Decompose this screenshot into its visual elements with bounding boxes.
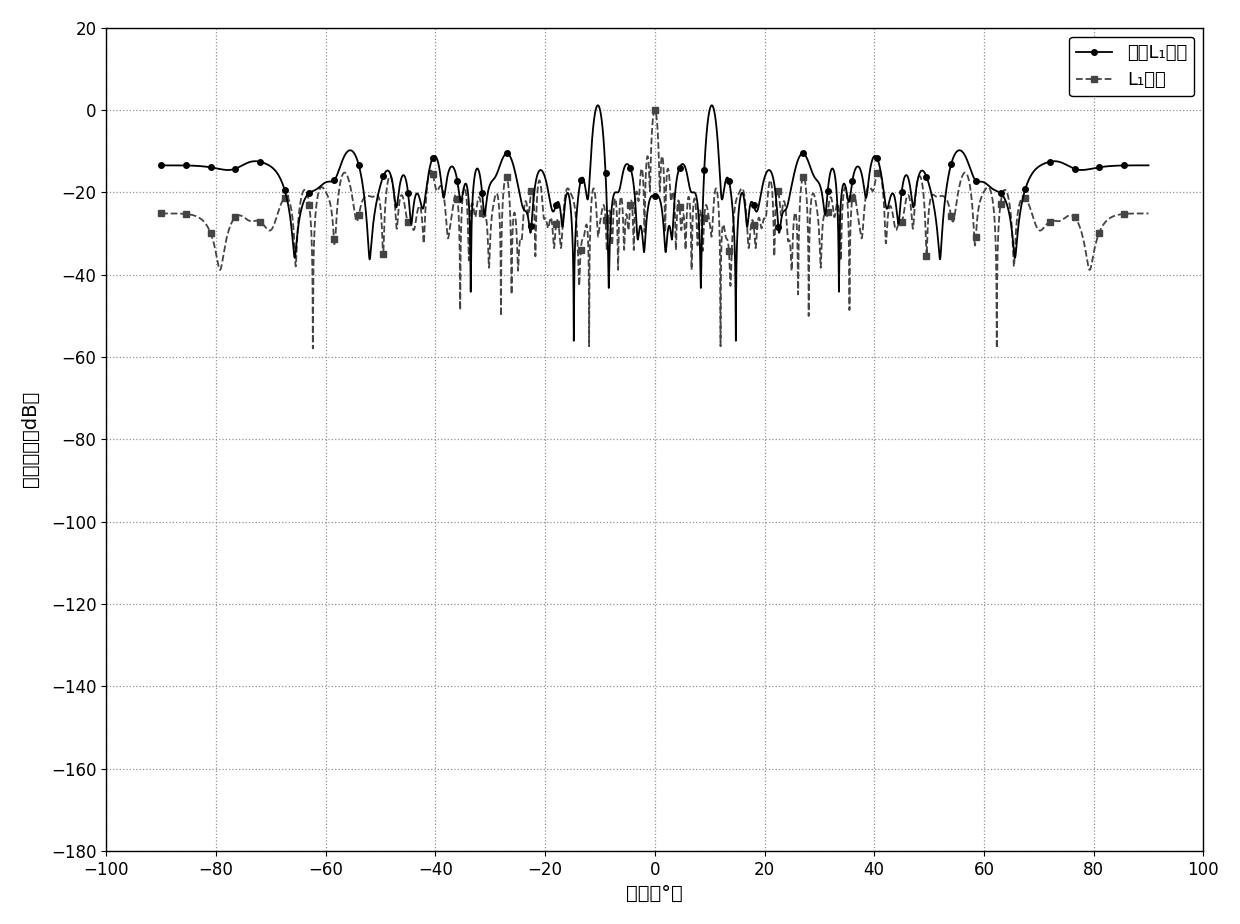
加权L₁范数 bbox=[511, 183, 526, 194]
加权L₁范数 bbox=[590, 100, 605, 111]
加权L₁范数 bbox=[203, 162, 218, 173]
加权L₁范数 bbox=[781, 195, 796, 206]
L₁范数 bbox=[511, 251, 526, 262]
L₁范数 bbox=[647, 104, 662, 116]
L₁范数 bbox=[305, 343, 320, 354]
加权L₁范数 bbox=[567, 335, 582, 346]
L₁范数 bbox=[738, 201, 753, 212]
L₁范数 bbox=[1141, 208, 1156, 219]
加权L₁范数 bbox=[939, 186, 954, 197]
Y-axis label: 阵列响应（dB）: 阵列响应（dB） bbox=[21, 391, 40, 488]
X-axis label: 角度（°）: 角度（°） bbox=[626, 884, 683, 903]
加权L₁范数 bbox=[1141, 160, 1156, 171]
加权L₁范数 bbox=[154, 160, 169, 171]
L₁范数 bbox=[939, 193, 954, 204]
加权L₁范数 bbox=[885, 188, 900, 200]
L₁范数 bbox=[781, 236, 796, 247]
Legend: 加权L₁范数, L₁范数: 加权L₁范数, L₁范数 bbox=[1069, 37, 1194, 96]
加权L₁范数 bbox=[738, 208, 753, 219]
L₁范数 bbox=[154, 208, 169, 219]
Line: L₁范数: L₁范数 bbox=[159, 107, 1151, 351]
L₁范数 bbox=[203, 228, 218, 239]
L₁范数 bbox=[885, 213, 900, 224]
Line: 加权L₁范数: 加权L₁范数 bbox=[159, 103, 1151, 344]
